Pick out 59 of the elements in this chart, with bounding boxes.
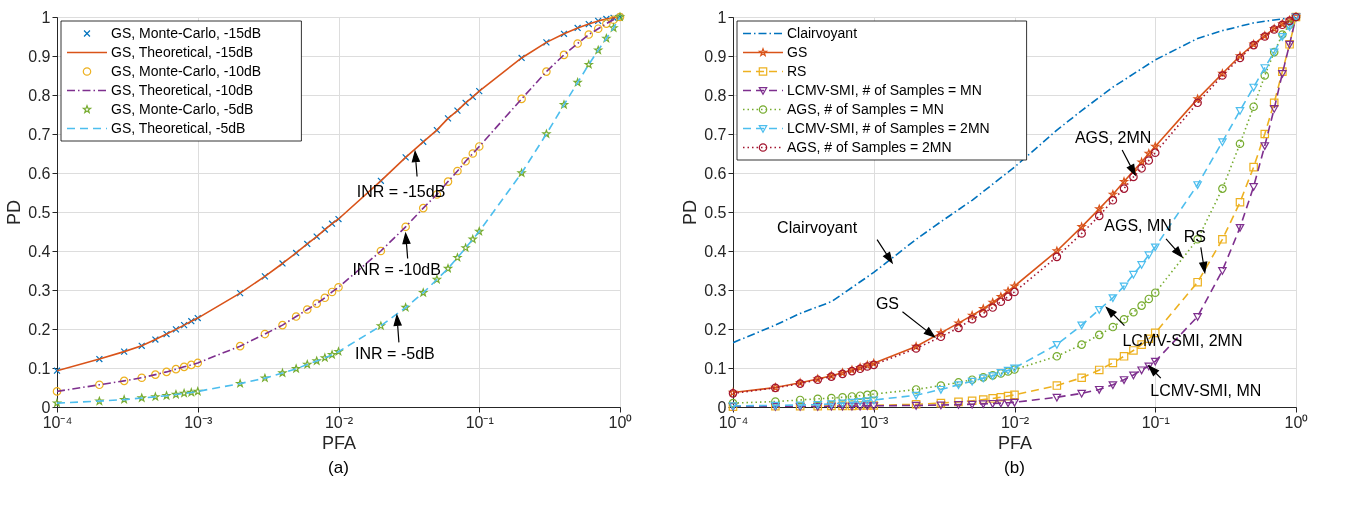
legend-label: AGS, # of Samples = MN [787, 100, 944, 117]
y-tick-label: 0.9 [28, 47, 51, 65]
y-tick-label: 0 [717, 398, 727, 416]
legend-label: GS, Monte-Carlo, -5dB [111, 100, 254, 117]
y-tick-label: 0.2 [28, 320, 51, 338]
y-axis-title: PD [4, 199, 25, 226]
x-tick-label: 10⁻³ [184, 413, 213, 431]
legend-label: GS [787, 43, 808, 60]
legend-label: GS, Theoretical, -15dB [111, 43, 254, 60]
x-tick-label: 10⁰ [1284, 413, 1309, 431]
annotation: INR = -10dB [352, 261, 441, 279]
y-tick-label: 1 [41, 8, 51, 26]
y-axis-title: PD [680, 199, 701, 226]
y-tick-label: 0.4 [28, 242, 51, 260]
y-tick-label: 0.1 [704, 359, 727, 377]
annotation: Clairvoyant [777, 218, 858, 236]
legend-label: GS, Theoretical, -10dB [111, 81, 254, 98]
legend-label: LCMV-SMI, # of Samples = 2MN [787, 119, 990, 136]
y-tick-label: 0.6 [28, 164, 51, 182]
y-tick-label: 0.8 [28, 86, 51, 104]
x-tick-label: 10⁻¹ [1141, 413, 1170, 431]
x-axis-title: PFA [321, 432, 357, 453]
annotation: INR = -5dB [355, 345, 435, 363]
annotation: GS [875, 294, 900, 312]
y-tick-label: 0.4 [704, 242, 727, 260]
annotation: RS [1183, 228, 1206, 246]
legend-label: Clairvoyant [787, 24, 858, 41]
y-tick-label: 0.7 [704, 125, 727, 143]
y-tick-label: 0.8 [704, 86, 727, 104]
x-tick-label: 10⁰ [608, 413, 633, 431]
x-tick-label: 10⁻³ [860, 413, 889, 431]
y-tick-label: 0.7 [28, 125, 51, 143]
y-tick-label: 0.2 [704, 320, 727, 338]
y-tick-label: 0.1 [28, 359, 51, 377]
legend-label: AGS, # of Samples = 2MN [787, 138, 952, 155]
annotation: LCMV-SMI, MN [1150, 382, 1262, 400]
y-tick-label: 0.5 [28, 203, 51, 221]
x-tick-label: 10⁻⁴ [42, 413, 73, 431]
y-tick-label: 1 [717, 8, 727, 26]
legend-label: GS, Theoretical, -5dB [111, 119, 246, 136]
y-tick-label: 0.5 [704, 203, 727, 221]
x-tick-label: 10⁻² [1000, 413, 1030, 431]
legend-label: GS, Monte-Carlo, -10dB [111, 62, 262, 79]
legend-label: LCMV-SMI, # of Samples = MN [787, 81, 982, 98]
annotation: AGS, 2MN [1074, 128, 1152, 146]
legend-label: GS, Monte-Carlo, -15dB [111, 24, 262, 41]
text: (b) [1004, 458, 1025, 477]
x-axis-title: PFA [997, 432, 1033, 453]
y-tick-label: 0.3 [28, 281, 51, 299]
y-tick-label: 0.9 [704, 47, 727, 65]
annotation: AGS, MN [1104, 216, 1172, 234]
y-tick-label: 0.3 [704, 281, 727, 299]
y-tick-label: 0 [41, 398, 51, 416]
y-tick-label: 0.6 [704, 164, 727, 182]
legend-label: RS [787, 62, 807, 79]
x-tick-label: 10⁻² [324, 413, 354, 431]
text: (a) [328, 458, 349, 477]
x-tick-label: 10⁻⁴ [718, 413, 749, 431]
x-tick-label: 10⁻¹ [465, 413, 494, 431]
